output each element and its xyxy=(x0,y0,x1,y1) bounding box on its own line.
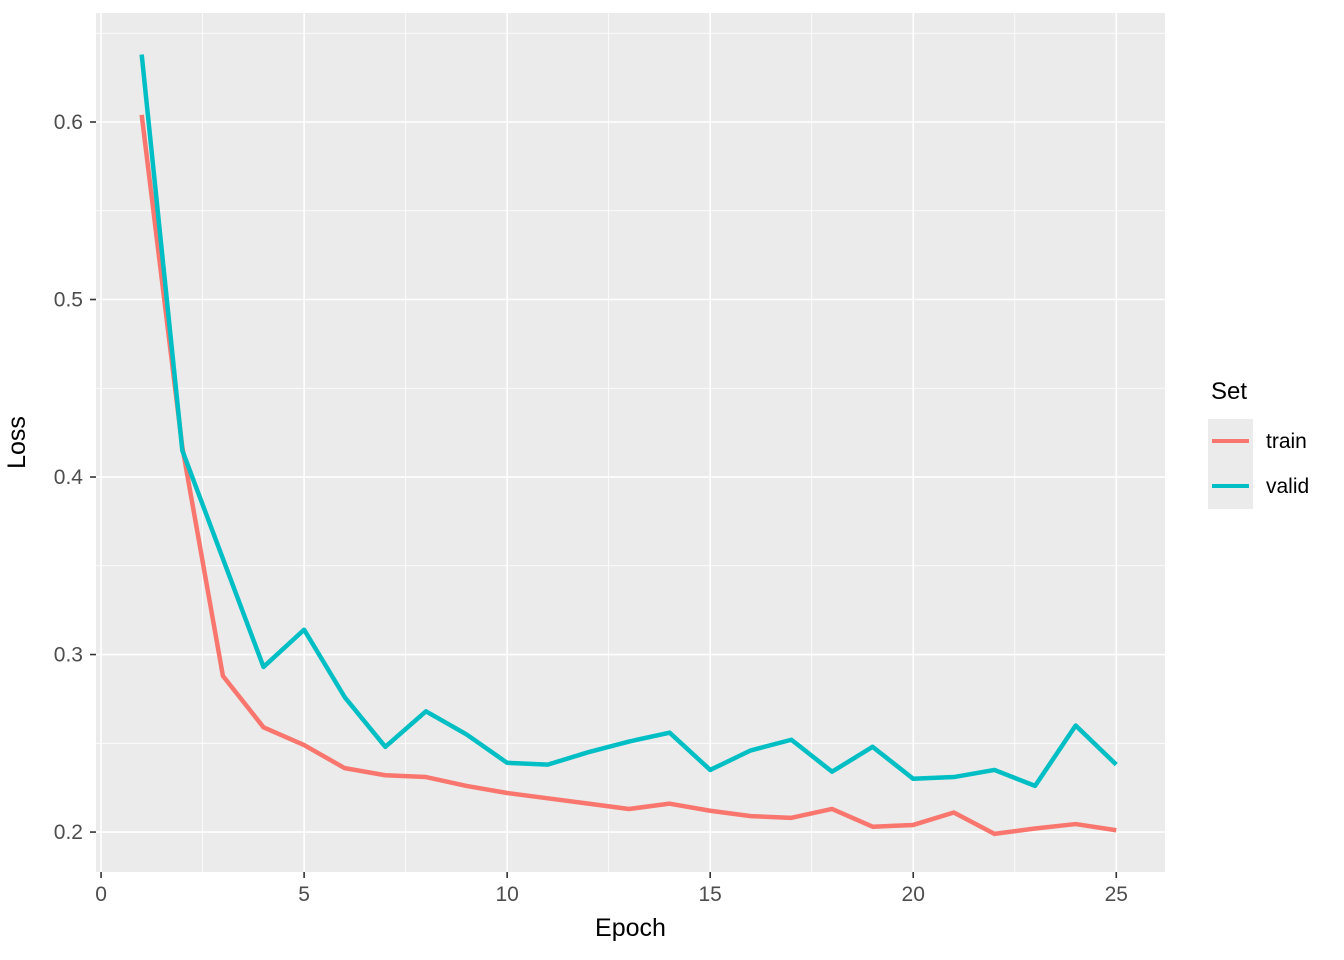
y-axis-title: Loss xyxy=(3,416,31,469)
legend-item-train: train xyxy=(1208,418,1309,464)
legend-key-train xyxy=(1208,418,1253,464)
panel-background xyxy=(96,13,1165,872)
y-tick-label: 0.5 xyxy=(54,289,83,312)
x-tick-label: 15 xyxy=(699,883,722,906)
series-line-valid xyxy=(139,54,1118,789)
y-tick-label: 0.2 xyxy=(54,821,83,844)
train-line-swatch-icon xyxy=(1212,438,1249,444)
y-tick-label: 0.6 xyxy=(54,111,83,134)
x-axis-title: Epoch xyxy=(595,914,666,942)
legend-key-valid xyxy=(1208,463,1253,509)
legend-label-valid: valid xyxy=(1266,474,1310,498)
series-line-train xyxy=(139,114,1117,837)
x-tick-label: 20 xyxy=(902,883,925,906)
x-tick-label: 0 xyxy=(95,883,107,906)
legend-item-valid: valid xyxy=(1208,463,1310,509)
y-tick-label: 0.4 xyxy=(54,466,84,489)
x-tick-label: 5 xyxy=(298,883,310,906)
valid-line-swatch-icon xyxy=(1212,483,1249,489)
x-tick-label: 25 xyxy=(1105,883,1128,906)
x-tick-label: 10 xyxy=(495,883,518,906)
legend-label-train: train xyxy=(1266,429,1307,453)
legend: Set train valid xyxy=(1208,378,1309,509)
y-tick-label: 0.3 xyxy=(54,644,83,667)
legend-title: Set xyxy=(1211,378,1248,405)
